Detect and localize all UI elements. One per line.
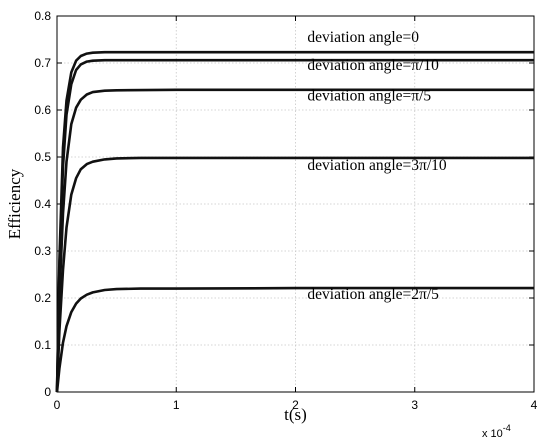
y-tick-label: 0: [44, 385, 51, 399]
series-annotation: deviation angle=2π/5: [307, 286, 439, 303]
x-axis-multiplier: x 10-4: [482, 423, 511, 440]
y-tick-label: 0.3: [34, 244, 51, 258]
series-annotations: deviation angle=0 deviation angle=π/10 dev…: [307, 29, 446, 303]
series-annotation: deviation angle=3π/10: [307, 157, 446, 174]
y-tick-label: 0.7: [34, 56, 51, 70]
series-line-4: [55, 156, 534, 393]
x-axis-label: t(s): [284, 405, 307, 424]
x-tick-label: 0: [54, 398, 61, 412]
x-tick-label: 2: [292, 398, 299, 412]
x-tick-label: 3: [411, 398, 418, 412]
series-annotation: deviation angle=π/10: [307, 57, 439, 74]
data-series: [55, 50, 534, 393]
grid-lines: [57, 16, 534, 392]
series-annotation: deviation angle=π/5: [307, 88, 431, 105]
series-annotation: deviation angle=0: [307, 29, 419, 46]
series-line-2: [55, 58, 534, 393]
y-tick-label: 0.8: [34, 9, 51, 23]
x-axis-multiplier-base: x 10: [482, 428, 503, 440]
x-axis-multiplier-exponent: -4: [503, 423, 511, 433]
axis-ticks: 0 1 2 3 4 0 0.1 0.2 0.3 0.4 0.5 0.6 0.7 0.8: [34, 9, 537, 412]
y-tick-label: 0.5: [34, 150, 51, 164]
y-tick-label: 0.6: [34, 103, 51, 117]
y-axis-label: Efficiency: [5, 168, 24, 239]
series-line-3: [55, 88, 534, 393]
y-tick-label: 0.4: [34, 197, 51, 211]
x-tick-label: 1: [173, 398, 180, 412]
y-tick-label: 0.1: [34, 338, 51, 352]
x-tick-label: 4: [531, 398, 538, 412]
series-line-5: [55, 286, 534, 393]
series-line-1: [55, 50, 534, 393]
y-tick-label: 0.2: [34, 291, 51, 305]
